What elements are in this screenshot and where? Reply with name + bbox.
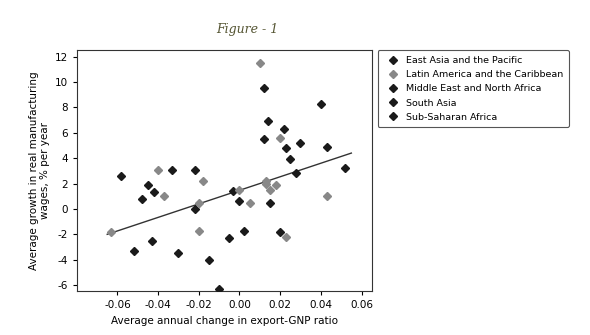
Legend: East Asia and the Pacific, Latin America and the Caribbean, Middle East and Nort: East Asia and the Pacific, Latin America… xyxy=(378,50,569,127)
Text: Figure - 1: Figure - 1 xyxy=(217,23,279,37)
Y-axis label: Average growth in real manufacturing
wages, % per year: Average growth in real manufacturing wag… xyxy=(29,72,50,270)
X-axis label: Average annual change in export-GNP ratio: Average annual change in export-GNP rati… xyxy=(111,316,337,326)
